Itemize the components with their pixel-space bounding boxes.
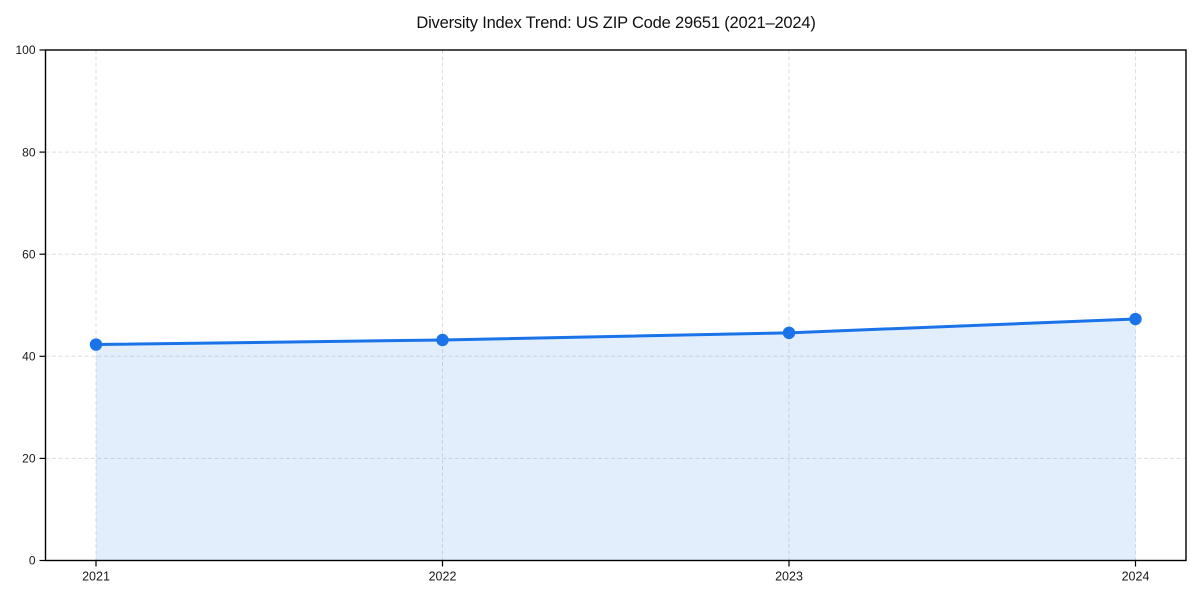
trend-line: [94, 317, 1137, 347]
y-tick-label: 80: [22, 145, 36, 159]
y-tick-label: 0: [29, 554, 36, 568]
x-tick-label: 2023: [775, 570, 803, 584]
y-tick-label: 60: [22, 247, 36, 261]
y-tick-label: 20: [22, 452, 36, 466]
data-point-2021: [89, 338, 103, 351]
x-tick-label: 2022: [429, 570, 457, 584]
data-point-2024: [1129, 312, 1142, 326]
y-tick-label: 40: [22, 350, 36, 364]
y-tick-label: 100: [15, 43, 35, 57]
chart-title: Diversity Index Trend: US ZIP Code 29651…: [416, 14, 816, 32]
data-point-2023: [782, 326, 796, 340]
axis-layer: 0 20 40 60 80 100 2021 2022 2023 2024: [15, 43, 1187, 584]
area-fill: [96, 319, 1136, 561]
data-layer: [89, 312, 1142, 561]
x-tick-label: 2024: [1122, 570, 1150, 584]
plot-border: [44, 49, 1187, 562]
data-point-2022: [436, 333, 449, 347]
x-tick-label: 2021: [82, 570, 110, 584]
